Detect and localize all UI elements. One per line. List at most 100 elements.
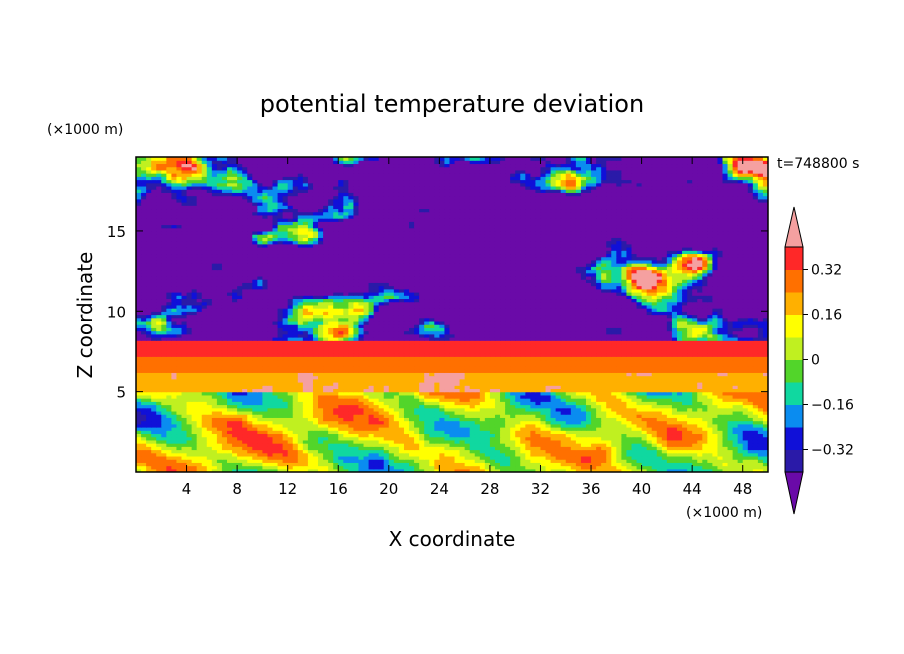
heatmap-cell	[186, 401, 193, 406]
heatmap-cell	[282, 439, 289, 444]
heatmap-cell	[580, 423, 587, 428]
heatmap-cell	[505, 449, 511, 454]
heatmap-cell	[429, 388, 435, 393]
heatmap-cell	[277, 417, 284, 422]
heatmap-cell	[762, 427, 768, 431]
heatmap-cell	[520, 401, 526, 406]
heatmap-cell	[661, 443, 668, 447]
heatmap-cell	[484, 417, 491, 422]
heatmap-cell	[661, 417, 668, 422]
heatmap-cell	[444, 455, 451, 460]
heatmap-cell	[388, 417, 395, 422]
heatmap-cell	[616, 452, 622, 457]
heatmap-cell	[328, 462, 334, 467]
heatmap-cell	[176, 465, 183, 470]
heatmap-cell	[464, 417, 471, 422]
heatmap-cell	[262, 446, 269, 451]
heatmap-cell	[545, 407, 552, 412]
heatmap-cell	[631, 446, 638, 451]
heatmap-cell	[419, 410, 425, 415]
heatmap-cell	[216, 443, 223, 447]
heatmap-cell	[656, 410, 663, 415]
heatmap-cell	[636, 439, 643, 444]
heatmap-cell	[373, 449, 380, 454]
heatmap-cell	[151, 462, 157, 467]
heatmap-cell	[712, 391, 719, 396]
heatmap-cell	[343, 455, 349, 460]
heatmap-cell	[211, 430, 218, 435]
heatmap-cell	[737, 468, 744, 472]
heatmap-cell	[742, 420, 749, 425]
heatmap-cell	[161, 404, 167, 409]
heatmap-cell	[414, 423, 420, 428]
heatmap-cell	[221, 420, 228, 425]
heatmap-cell	[398, 414, 405, 418]
heatmap-cell	[358, 420, 365, 425]
heatmap-cell	[409, 407, 415, 412]
heatmap-cell	[429, 420, 435, 425]
heatmap-cell	[712, 459, 719, 463]
heatmap-cell	[403, 459, 410, 463]
heatmap-cell	[267, 410, 274, 415]
heatmap-cell	[545, 459, 552, 463]
heatmap-cell	[545, 401, 552, 406]
heatmap-cell	[762, 462, 768, 467]
heatmap-cell	[752, 449, 759, 454]
heatmap-cell	[439, 465, 446, 470]
heatmap-cell	[186, 423, 193, 428]
heatmap-cell	[242, 414, 248, 418]
heatmap-cell	[737, 423, 744, 428]
heatmap-cell	[307, 443, 314, 447]
heatmap-cell	[621, 436, 628, 441]
heatmap-cell	[302, 394, 309, 399]
heatmap-cell	[237, 420, 243, 425]
heatmap-cell	[555, 439, 562, 444]
heatmap-cell	[166, 433, 172, 438]
heatmap-cell	[424, 436, 430, 441]
heatmap-cell	[338, 436, 344, 441]
heatmap-cell	[646, 436, 653, 441]
heatmap-cell	[661, 446, 668, 451]
heatmap-cell	[237, 452, 243, 457]
heatmap-cell	[221, 443, 228, 447]
heatmap-cell	[419, 398, 425, 402]
heatmap-cell	[191, 449, 198, 454]
heatmap-cell	[257, 404, 263, 409]
heatmap-cell	[287, 404, 294, 409]
heatmap-cell	[727, 391, 734, 396]
heatmap-cell	[601, 439, 607, 444]
heatmap-cell	[464, 462, 471, 467]
heatmap-cell	[747, 462, 754, 467]
heatmap-cell	[136, 407, 142, 412]
heatmap-cell	[555, 459, 562, 463]
heatmap-cell	[570, 430, 577, 435]
heatmap-cell	[388, 449, 395, 454]
heatmap-cell	[393, 449, 400, 454]
heatmap-cell	[358, 398, 365, 402]
heatmap-cell	[682, 446, 688, 451]
heatmap-cell	[757, 459, 764, 463]
heatmap-cell	[762, 404, 768, 409]
heatmap-cell	[560, 388, 567, 393]
heatmap-cell	[585, 449, 592, 454]
heatmap-cell	[348, 398, 355, 402]
heatmap-cell	[409, 417, 415, 422]
heatmap-cell	[338, 455, 344, 460]
heatmap-cell	[520, 423, 526, 428]
heatmap-cell	[626, 410, 633, 415]
heatmap-cell	[318, 394, 324, 399]
heatmap-cell	[671, 398, 678, 402]
heatmap-cell	[717, 414, 724, 418]
heatmap-cell	[449, 468, 456, 472]
heatmap-cell	[515, 439, 521, 444]
heatmap-cell	[257, 449, 263, 454]
heatmap-cell	[540, 401, 547, 406]
heatmap-cell	[201, 423, 208, 428]
heatmap-cell	[702, 394, 708, 399]
heatmap-cell	[272, 404, 279, 409]
heatmap-cell	[166, 417, 172, 422]
heatmap-cell	[141, 430, 147, 435]
heatmap-cell	[626, 420, 633, 425]
heatmap-cell	[676, 398, 683, 402]
heatmap-cell	[525, 455, 531, 460]
